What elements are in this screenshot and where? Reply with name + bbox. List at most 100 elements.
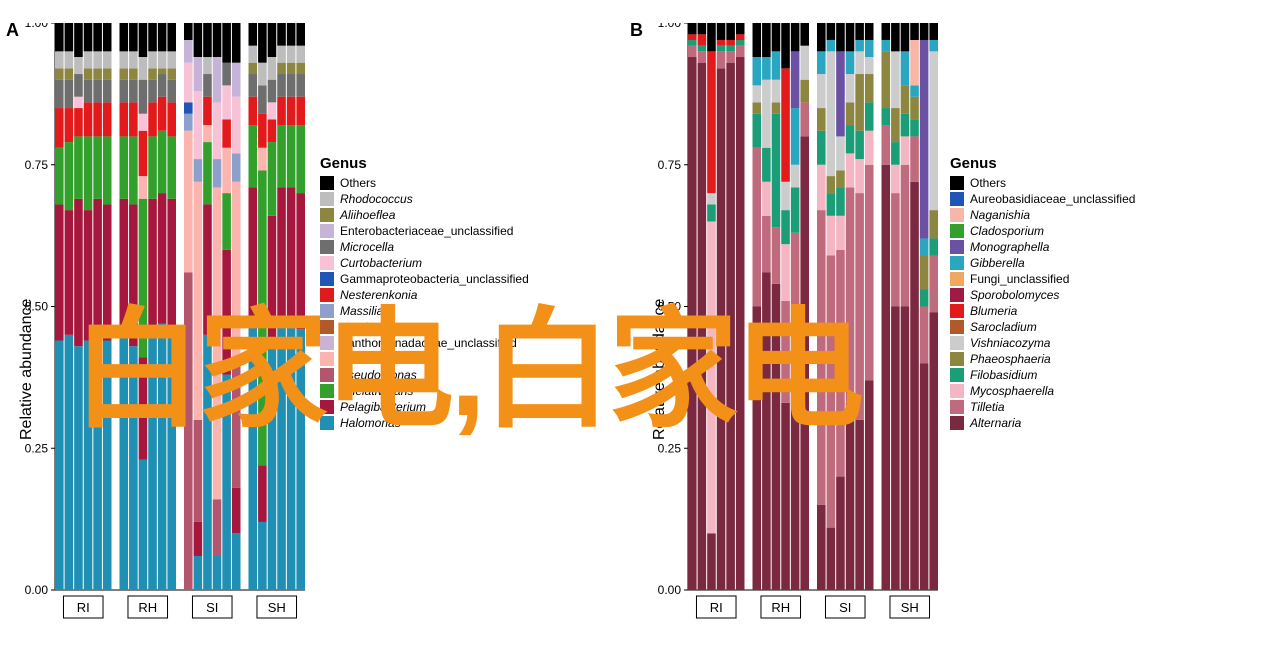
bar-segment (249, 46, 258, 63)
bar-segment (855, 74, 864, 131)
bar-segment (65, 142, 74, 210)
legend-swatch (320, 304, 334, 318)
legend-label: Halomonas (340, 417, 401, 429)
legend-label: Naganishia (970, 209, 1030, 221)
legend-label: Xanthomonadaceae_unclassified (340, 337, 517, 349)
bar-segment (929, 40, 938, 51)
svg-text:0.75: 0.75 (658, 158, 682, 172)
bar-segment (258, 170, 267, 465)
bar-segment (103, 80, 112, 103)
bar-segment (158, 324, 167, 590)
legend-a-title: Genus (320, 155, 529, 172)
bar-segment (836, 51, 845, 136)
bar-segment (791, 108, 800, 165)
legend-swatch (320, 240, 334, 254)
bar-segment (707, 221, 716, 533)
bar-segment (167, 335, 176, 590)
bar-segment (717, 51, 726, 68)
legend-swatch (320, 192, 334, 206)
bar-segment (296, 97, 305, 125)
legend-item: Aliihoeflea (320, 208, 529, 222)
svg-text:0.25: 0.25 (25, 441, 49, 455)
bar-segment (148, 51, 157, 68)
bar-segment (929, 312, 938, 590)
bar-segment (891, 108, 900, 142)
legend-swatch (950, 368, 964, 382)
legend-swatch (950, 256, 964, 270)
bar-segment (277, 97, 286, 125)
bar-segment (129, 23, 138, 51)
bar-segment (800, 80, 809, 103)
bar-segment (93, 80, 102, 103)
legend-label: Gammaproteobacteria_unclassified (340, 273, 529, 285)
bar-segment (277, 74, 286, 97)
bar-segment (103, 341, 112, 590)
bar-segment (817, 505, 826, 590)
bar-segment (129, 68, 138, 79)
bar-segment (901, 136, 910, 164)
bar-segment (865, 380, 874, 590)
legend-swatch (950, 384, 964, 398)
bar-segment (772, 102, 781, 113)
bar-segment (222, 85, 231, 119)
bar-segment (93, 136, 102, 198)
bar-segment (84, 102, 93, 136)
bar-segment (158, 68, 167, 74)
legend-label: Nesterenkonia (340, 289, 417, 301)
bar-segment (232, 23, 241, 63)
legend-swatch (950, 400, 964, 414)
legend-item: Sporobolomyces (950, 288, 1135, 302)
bar-segment (296, 193, 305, 329)
svg-text:0.75: 0.75 (25, 158, 49, 172)
bar-segment (203, 23, 212, 57)
bar-segment (726, 40, 735, 46)
bar-segment (55, 51, 64, 68)
bar-segment (707, 204, 716, 221)
legend-item: Pelagibacterium (320, 400, 529, 414)
bar-segment (148, 23, 157, 51)
bar-segment (167, 51, 176, 68)
legend-item: Vishniacozyma (950, 336, 1135, 350)
legend-item: Naganishia (950, 208, 1135, 222)
bar-segment (901, 114, 910, 137)
bar-segment (287, 23, 296, 46)
bar-segment (167, 136, 176, 198)
bar-segment (74, 23, 83, 57)
bar-segment (901, 165, 910, 307)
legend-label: Vishniacozyma (970, 337, 1050, 349)
legend-swatch (320, 176, 334, 190)
bar-segment (84, 68, 93, 79)
legend-swatch (950, 192, 964, 206)
bar-segment (762, 80, 771, 148)
legend-swatch (320, 208, 334, 222)
bar-segment (762, 216, 771, 273)
bar-segment (268, 102, 277, 119)
svg-text:0.00: 0.00 (25, 583, 49, 597)
bar-segment (167, 102, 176, 136)
bar-segment (865, 40, 874, 57)
bar-segment (920, 289, 929, 306)
bar-segment (213, 499, 222, 556)
legend-swatch (320, 288, 334, 302)
bar-segment (688, 46, 697, 57)
bar-segment (827, 40, 836, 51)
bar-segment (707, 193, 716, 204)
legend-label: Microcella (340, 241, 394, 253)
bar-segment (772, 51, 781, 79)
legend-label: Sarocladium (970, 321, 1037, 333)
bar-segment (268, 142, 277, 216)
bar-segment (277, 125, 286, 187)
bar-segment (865, 23, 874, 40)
svg-text:0.50: 0.50 (658, 300, 682, 314)
bar-segment (287, 125, 296, 187)
bar-segment (184, 114, 193, 131)
bar-segment (736, 34, 745, 40)
bar-segment (139, 23, 148, 57)
bar-segment (920, 23, 929, 40)
bar-segment (203, 125, 212, 142)
bar-segment (772, 23, 781, 51)
bar-segment (296, 23, 305, 46)
bar-segment (827, 51, 836, 176)
bar-segment (120, 68, 129, 79)
bar-segment (791, 318, 800, 590)
